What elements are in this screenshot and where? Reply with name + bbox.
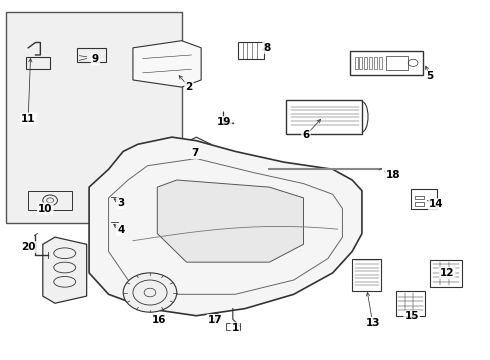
Bar [379, 57, 382, 69]
Polygon shape [157, 180, 303, 262]
Text: 8: 8 [263, 43, 270, 53]
Bar [28, 191, 72, 210]
Text: 2: 2 [185, 82, 193, 92]
Bar [118, 219, 125, 225]
Text: 16: 16 [151, 315, 166, 325]
Polygon shape [182, 137, 211, 169]
Text: 17: 17 [207, 315, 222, 325]
Text: 3: 3 [117, 198, 124, 208]
Bar [225, 323, 240, 330]
Bar [77, 48, 106, 62]
Bar [350, 51, 423, 75]
Text: 12: 12 [440, 268, 454, 278]
Text: 7: 7 [192, 148, 199, 158]
Bar [355, 57, 358, 69]
Bar [369, 57, 372, 69]
Text: 9: 9 [92, 54, 99, 64]
Bar [6, 12, 182, 223]
Bar [415, 202, 424, 206]
Bar [97, 193, 111, 202]
Polygon shape [89, 137, 362, 316]
Text: 18: 18 [385, 170, 400, 180]
Bar [386, 56, 408, 70]
Circle shape [123, 273, 177, 312]
Text: 4: 4 [117, 225, 124, 235]
Text: 14: 14 [429, 199, 444, 209]
Bar [415, 196, 424, 199]
Bar [430, 260, 462, 287]
Bar [238, 42, 265, 59]
Bar [360, 57, 363, 69]
Text: 15: 15 [404, 311, 419, 321]
Text: 1: 1 [232, 323, 239, 333]
Polygon shape [133, 41, 201, 87]
Text: 20: 20 [21, 242, 35, 252]
Bar [396, 291, 425, 316]
Text: 19: 19 [217, 117, 231, 127]
Bar [411, 189, 438, 208]
Text: 10: 10 [38, 203, 52, 213]
Text: 5: 5 [426, 71, 434, 81]
Bar [26, 57, 50, 69]
Bar [97, 217, 111, 226]
Bar [118, 194, 125, 200]
Text: 11: 11 [21, 113, 35, 123]
Bar [287, 100, 362, 134]
Bar [365, 57, 368, 69]
Polygon shape [43, 237, 87, 303]
Text: 13: 13 [366, 318, 380, 328]
Bar [352, 258, 381, 291]
Text: 6: 6 [302, 130, 310, 140]
Bar [374, 57, 377, 69]
